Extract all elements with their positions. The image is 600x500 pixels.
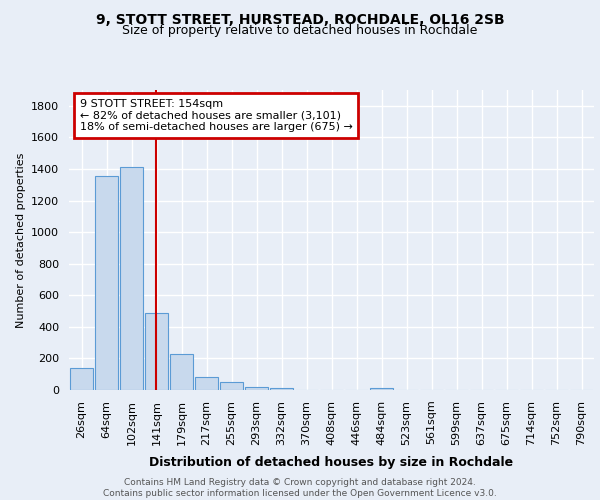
Bar — [170, 354, 193, 390]
Bar — [269, 388, 293, 390]
Text: 9 STOTT STREET: 154sqm
← 82% of detached houses are smaller (3,101)
18% of semi-: 9 STOTT STREET: 154sqm ← 82% of detached… — [79, 99, 352, 132]
Bar — [245, 387, 268, 390]
Text: Size of property relative to detached houses in Rochdale: Size of property relative to detached ho… — [122, 24, 478, 37]
Bar — [95, 176, 118, 390]
Bar — [145, 312, 169, 390]
Text: Contains HM Land Registry data © Crown copyright and database right 2024.
Contai: Contains HM Land Registry data © Crown c… — [103, 478, 497, 498]
Bar — [70, 368, 94, 390]
X-axis label: Distribution of detached houses by size in Rochdale: Distribution of detached houses by size … — [149, 456, 514, 469]
Bar — [194, 376, 218, 390]
Bar — [119, 168, 143, 390]
Bar — [220, 382, 244, 390]
Text: 9, STOTT STREET, HURSTEAD, ROCHDALE, OL16 2SB: 9, STOTT STREET, HURSTEAD, ROCHDALE, OL1… — [95, 12, 505, 26]
Bar — [370, 388, 394, 390]
Y-axis label: Number of detached properties: Number of detached properties — [16, 152, 26, 328]
